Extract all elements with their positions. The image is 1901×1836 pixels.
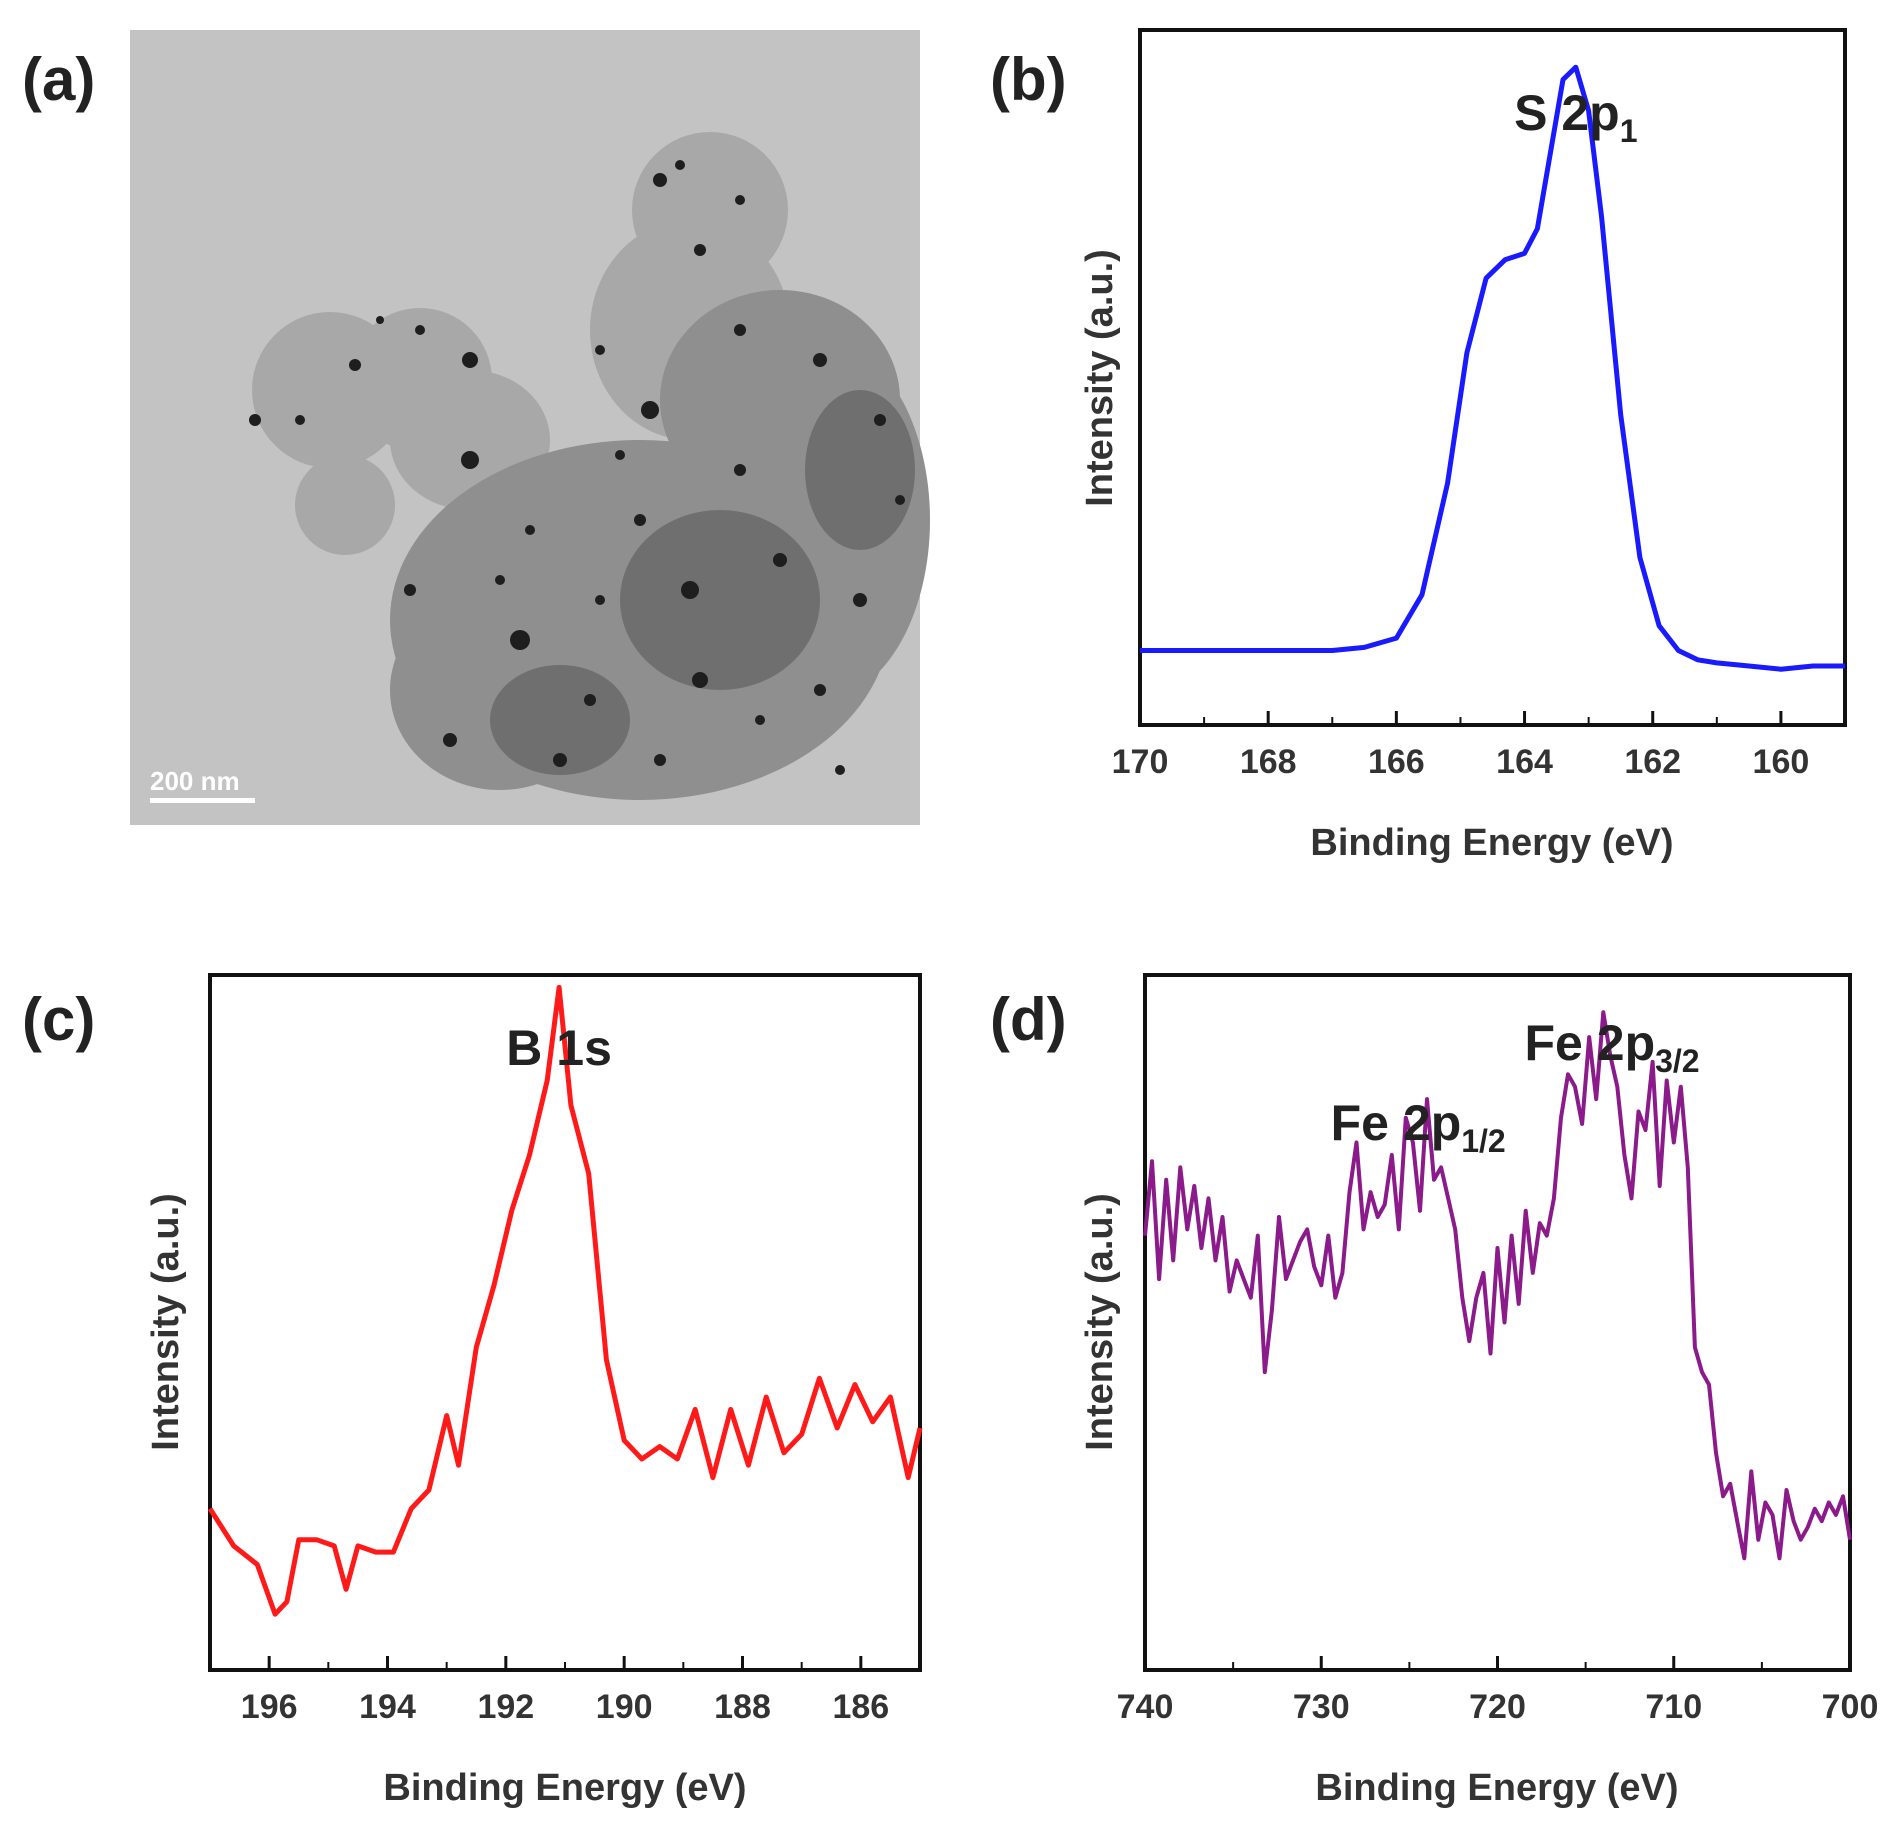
peak-annotations-c: B 1s xyxy=(506,1020,612,1076)
plot-frame-b xyxy=(1138,28,1847,727)
x-tick-label-c: 196 xyxy=(241,1688,298,1726)
x-tick-label-d: 730 xyxy=(1293,1688,1350,1726)
y-axis-title-c: Intensity (a.u.) xyxy=(145,1193,187,1451)
x-tick-label-b: 162 xyxy=(1624,743,1681,781)
x-ticks-c: 196 194 192 190 188 186 xyxy=(241,1656,889,1726)
x-tick-label-c: 190 xyxy=(596,1688,653,1726)
x-tick-label-c: 192 xyxy=(477,1688,534,1726)
panel-d-label: (d) xyxy=(990,986,1067,1053)
x-tick-label-d: 740 xyxy=(1117,1688,1174,1726)
panel-a-label: (a) xyxy=(22,46,95,113)
x-tick-label-c: 194 xyxy=(359,1688,416,1726)
spectrum-line-c xyxy=(207,984,923,1617)
peak-label-d: Fe 2p3/2 xyxy=(1525,1015,1700,1079)
x-axis-title-d: Binding Energy (eV) xyxy=(1315,1767,1678,1809)
x-tick-label-d: 720 xyxy=(1469,1688,1526,1726)
x-tick-label-d: 700 xyxy=(1822,1688,1879,1726)
x-tick-label-c: 188 xyxy=(714,1688,771,1726)
spectrum-line-b xyxy=(1140,64,1845,672)
x-tick-label-b: 164 xyxy=(1496,743,1553,781)
peak-annotations-b: S 2p1 xyxy=(1514,85,1637,149)
panel-c: (c) 196 194 192 190 188 186 B 1s Binding Ener… xyxy=(22,973,923,1809)
scale-bar xyxy=(150,798,255,803)
tem-image: 200 nm xyxy=(130,30,930,825)
scale-bar-label: 200 nm xyxy=(150,766,240,796)
y-axis-title-d: Intensity (a.u.) xyxy=(1079,1193,1121,1451)
x-tick-label-b: 170 xyxy=(1112,743,1169,781)
spectrum-line-d xyxy=(1143,1010,1852,1561)
x-tick-label-b: 168 xyxy=(1240,743,1297,781)
x-ticks-b: 170 168 166 164 162 160 xyxy=(1112,711,1810,781)
plot-frame-c xyxy=(208,973,922,1672)
x-tick-label-b: 160 xyxy=(1753,743,1810,781)
x-axis-title-c: Binding Energy (eV) xyxy=(383,1767,746,1809)
panel-b-label: (b) xyxy=(990,46,1067,113)
peak-label-c: B 1s xyxy=(506,1020,612,1076)
y-axis-title-b: Intensity (a.u.) xyxy=(1079,249,1121,507)
x-axis-title-b: Binding Energy (eV) xyxy=(1310,822,1673,864)
tem-aggregate-dark xyxy=(490,390,915,775)
panel-a: (a) xyxy=(22,30,930,825)
tem-nanoparticles xyxy=(249,160,905,775)
plot-frame-d xyxy=(1143,973,1852,1672)
x-tick-label-c: 186 xyxy=(832,1688,889,1726)
panel-d: (d) 740 730 720 710 700 Fe 2p1/2 Fe 2p3/2 Bin… xyxy=(990,973,1879,1809)
panel-b: (b) 170 168 166 164 162 160 S 2p1 Binding Ene… xyxy=(990,28,1847,864)
peak-label-d: Fe 2p1/2 xyxy=(1331,1095,1506,1159)
peak-label-b: S 2p1 xyxy=(1514,85,1637,149)
peak-annotations-d: Fe 2p1/2 Fe 2p3/2 xyxy=(1331,1015,1700,1159)
panel-c-label: (c) xyxy=(22,986,95,1053)
x-tick-label-d: 710 xyxy=(1645,1688,1702,1726)
x-tick-label-b: 166 xyxy=(1368,743,1425,781)
x-ticks-d: 740 730 720 710 700 xyxy=(1117,1656,1879,1726)
